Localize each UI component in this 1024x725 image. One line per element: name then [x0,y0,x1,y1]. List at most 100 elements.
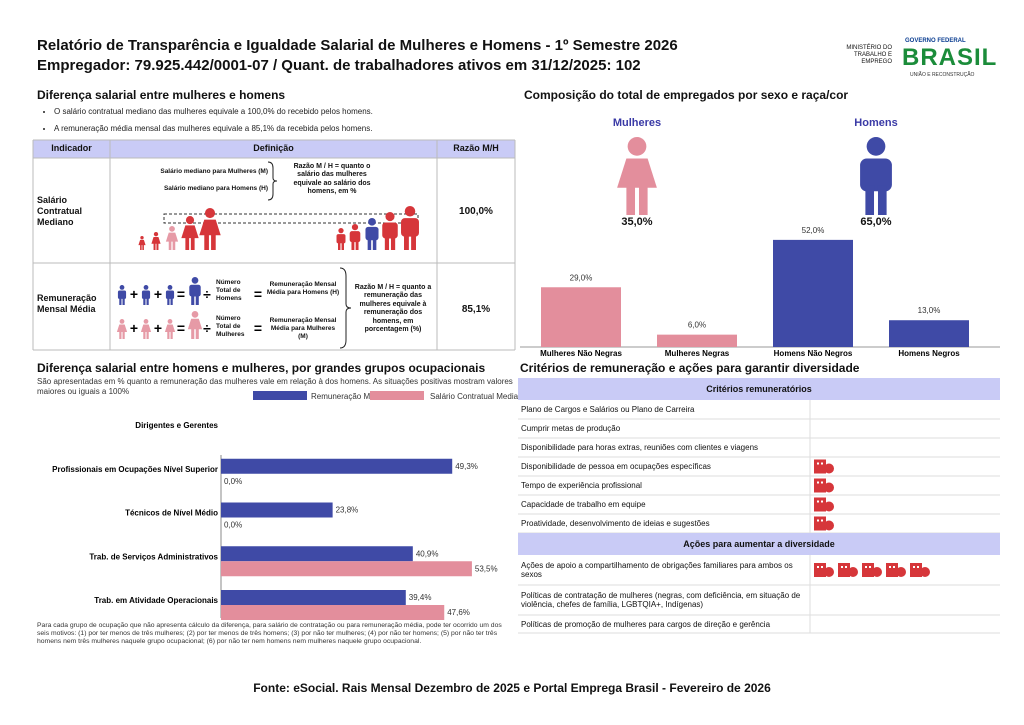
leg [195,328,199,339]
leg [372,237,377,250]
slogan: UNIÃO E RECONSTRUÇÃO [910,72,975,78]
bullets: O salário contratual mediano das mulhere… [40,107,373,140]
head [385,212,395,222]
definition: Remuneração Mensal Média para Homens (H) [266,281,340,296]
person-icon [116,319,128,339]
bar [221,605,445,620]
icon-window [817,500,819,503]
body [164,324,176,332]
value-label: 0,0% [224,521,242,530]
person-icon [140,319,152,339]
head [351,224,359,231]
bullet: A remuneração média mensal das mulheres … [54,124,373,134]
x-tick-label: Homens Negros [898,349,960,358]
value-label: 13,0% [918,306,941,315]
bar [221,590,406,605]
icon-window [889,566,891,568]
icon-window [821,519,823,522]
leg [167,297,170,305]
leg [204,234,209,250]
body [336,234,346,244]
table-header: Definição [253,143,294,153]
head [167,319,173,324]
operator: + [154,286,162,302]
head [153,232,159,237]
body [140,324,152,332]
chart-title: Diferença salarial entre homens e mulher… [37,361,486,375]
value-label: 49,3% [455,462,478,471]
value-label: 52,0% [802,226,825,235]
body [401,218,419,237]
value-label: 40,9% [416,549,439,558]
building-icon [862,563,882,577]
report-subtitle: Empregador: 79.925.442/0001-07 / Quant. … [37,57,641,74]
person-icon [151,232,161,250]
ratio-definition: Razão M / H = quanto o salário das mulhe… [293,163,371,196]
criterion: Ações de apoio a compartilhamento de obr… [521,561,793,579]
leg [865,185,875,215]
icon-window [917,566,919,568]
leg [185,237,190,250]
criterion: Disponibilidade de pessoa em ocupações e… [521,462,711,471]
leg [367,237,372,250]
x-tick-label: Homens Não Negros [774,349,853,358]
person-icon [617,137,657,215]
leg [626,185,636,215]
definition: Salário mediano para Mulheres (M) [160,168,268,175]
person-icon [141,285,151,305]
operator: = [177,286,185,302]
icon-part [920,567,930,577]
body [141,290,151,299]
criterion: Disponibilidade para horas extras, reuni… [521,443,759,452]
leg [146,331,149,339]
value-label: 23,8% [336,506,359,515]
category-label: Técnicos de Nível Médio [125,509,218,518]
group-header-bg [518,378,1000,400]
icon-window [817,519,819,522]
head [185,216,195,225]
icon-window [893,566,895,568]
x-tick-label: Mulheres Não Negras [540,349,622,358]
leg [170,331,173,339]
group-header-bg [518,533,1000,555]
icon-part [848,567,858,577]
head [119,285,125,290]
criterion: Políticas de contratação de mulheres (ne… [521,591,801,609]
building-icon [814,497,834,512]
building-icon [910,563,930,577]
value-label: 0,0% [224,477,242,486]
person-icon [199,208,221,250]
icon-window [817,462,819,465]
person-icon [187,311,203,339]
leg [341,241,344,250]
person-icon [117,285,127,305]
leg [122,331,125,339]
icon-part [824,482,834,493]
operator: + [130,286,138,302]
leg [191,328,195,339]
head [627,137,647,156]
women-share: 35,0% [621,216,653,228]
body [117,290,127,299]
icon-part [896,567,906,577]
definition: Número Total de Mulheres [216,315,245,338]
indicator: Salário Contratual Mediano [37,195,82,227]
leg [411,233,416,250]
body [181,225,199,239]
category-label: Profissionais em Ocupações Nível Superio… [52,465,218,474]
leg [190,237,195,250]
operator: + [154,320,162,336]
chart-subtitle: São apresentadas em % quanto a remuneraç… [37,377,513,396]
operator: = [254,286,262,302]
body [138,239,146,246]
category-label: Trab. em Atividade Operacionais [94,596,218,605]
head [169,226,175,232]
icon-window [821,500,823,503]
head [338,228,344,234]
dashed-box [163,213,419,224]
body [617,158,657,188]
source: Fonte: eSocial. Rais Mensal Dezembro de … [253,681,771,695]
table-header: Razão M/H [453,143,499,153]
icon-part [814,563,826,577]
